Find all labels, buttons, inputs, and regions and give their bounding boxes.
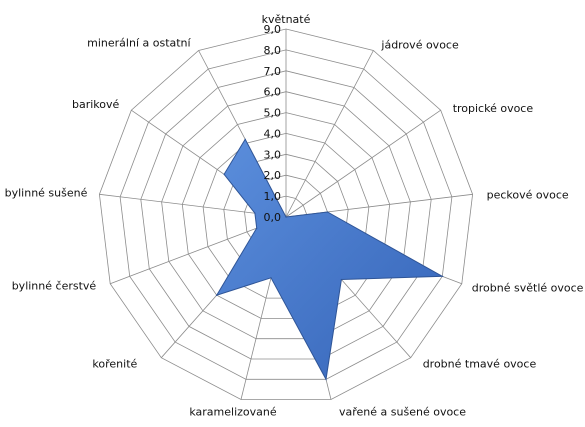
category-label-3: peckové ovoce — [487, 188, 569, 201]
category-label-7: karamelizované — [189, 406, 277, 419]
grid-ring-8 — [119, 49, 453, 380]
category-labels: květnaté jádrové ovoce tropické ovoce pecko… — [5, 13, 584, 419]
tick-label-2: 2,0 — [264, 169, 282, 182]
data-point-9 — [256, 227, 258, 229]
series-area-0 — [215, 138, 445, 381]
data-point-2 — [285, 216, 287, 218]
category-label-12: minerální a ostatní — [87, 37, 191, 50]
category-label-5: drobné tmavé ovoce — [423, 358, 537, 371]
grid-ring-7 — [140, 70, 432, 360]
tick-label-6: 6,0 — [264, 86, 282, 99]
data-point-11 — [223, 173, 225, 175]
data-point-10 — [254, 212, 256, 214]
tick-label-4: 4,0 — [264, 127, 282, 140]
tick-label-1: 1,0 — [264, 190, 282, 203]
category-label-10: bylinné sušené — [5, 186, 88, 199]
tick-label-0: 0,0 — [264, 211, 282, 224]
category-label-11: barikové — [72, 98, 120, 111]
tick-label-5: 5,0 — [264, 107, 282, 120]
data-point-8 — [216, 294, 218, 296]
category-label-0: květnaté — [262, 13, 311, 26]
category-label-4: drobné světlé ovoce — [472, 282, 584, 295]
tick-label-3: 3,0 — [264, 148, 282, 161]
data-point-6 — [325, 378, 327, 380]
data-point-12 — [244, 138, 246, 140]
data-point-7 — [270, 277, 272, 279]
tick-label-8: 8,0 — [264, 44, 282, 57]
category-label-1: jádrové ovoce — [380, 39, 459, 52]
category-label-8: kořenité — [92, 358, 137, 371]
grid-ring-9 — [98, 28, 474, 400]
tick-label-9: 9,0 — [264, 23, 282, 36]
grid-ring-6 — [161, 91, 411, 340]
data-point-5 — [340, 278, 342, 281]
tick-layer: 0,0 1,0 2,0 3,0 4,0 5,0 6,0 7,0 8,0 9,0 — [264, 23, 282, 224]
spoke-2 — [285, 109, 441, 218]
spoke-1 — [285, 50, 374, 218]
grid-layer — [98, 28, 474, 400]
tick-label-7: 7,0 — [264, 65, 282, 78]
category-label-9: bylinné čerstvé — [12, 280, 97, 293]
grid-ring-5 — [181, 112, 391, 319]
category-label-6: vařené a sušené ovoce — [339, 406, 466, 419]
series-layer — [215, 138, 445, 381]
data-point-4 — [441, 275, 443, 277]
data-point-3 — [326, 211, 329, 213]
category-label-2: tropické ovoce — [453, 102, 534, 115]
